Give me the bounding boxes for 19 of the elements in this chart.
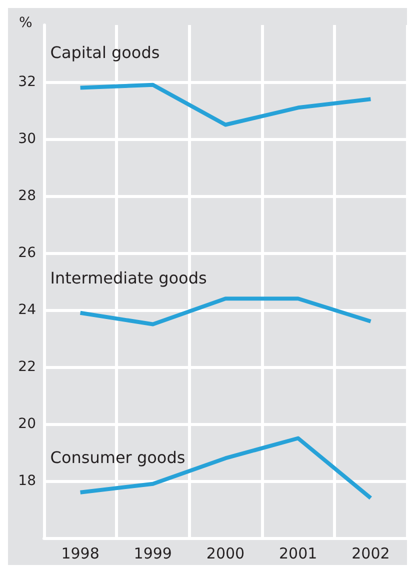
series-label: Capital goods	[50, 43, 160, 62]
y-tick-label: 32	[18, 74, 36, 90]
y-tick-label: 28	[18, 188, 36, 204]
series-label: Consumer goods	[50, 448, 186, 467]
series-label: Intermediate goods	[50, 268, 207, 288]
x-tick-label: 2000	[206, 544, 245, 562]
line-series	[78, 296, 373, 326]
line-series	[78, 82, 373, 127]
y-axis-title: %	[19, 15, 32, 31]
y-tick-label: 24	[18, 302, 36, 318]
x-tick-label: 1998	[61, 544, 100, 562]
x-tick-label: 2001	[279, 544, 318, 562]
x-tick-label: 2002	[352, 544, 390, 562]
y-tick-label: 20	[18, 416, 36, 432]
y-tick-label: 26	[18, 245, 36, 261]
x-tick-label: 1999	[134, 544, 172, 562]
y-tick-label: 30	[18, 131, 36, 147]
y-tick-label: 18	[18, 473, 36, 489]
y-tick-label: 22	[18, 359, 36, 375]
